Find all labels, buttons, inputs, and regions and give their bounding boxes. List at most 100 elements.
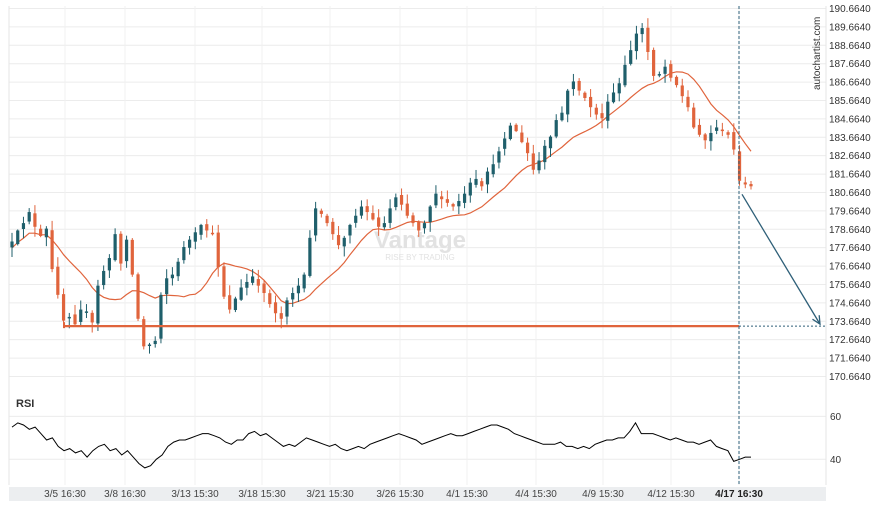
y-tick-label: 172.6640: [829, 335, 871, 346]
rsi-line: [11, 421, 751, 469]
candle-body: [588, 96, 593, 108]
candle-body: [371, 213, 375, 220]
candle-body: [193, 232, 197, 242]
candle-body: [674, 76, 679, 86]
candle-body: [606, 101, 610, 121]
candle-body: [451, 204, 455, 207]
candle-body: [474, 178, 478, 185]
candle-body: [583, 92, 587, 98]
candle-body: [325, 215, 329, 224]
y-tick-label: 182.6640: [829, 151, 871, 162]
candle-body: [273, 302, 278, 314]
x-tick-label: 4/4 15:30: [515, 489, 557, 500]
candle-body: [165, 278, 169, 295]
candle-body: [657, 74, 661, 76]
y-tick-label: 185.6640: [829, 96, 871, 107]
candle-body: [119, 233, 123, 264]
candle-body: [422, 223, 427, 229]
y-tick-label: 188.6640: [829, 41, 871, 52]
candle-body: [90, 312, 94, 323]
y-tick-label: 186.6640: [829, 78, 871, 89]
candle-body: [457, 201, 461, 207]
brand-label: autochartist.com: [812, 17, 823, 90]
candle-body: [634, 33, 639, 52]
candle-body: [715, 127, 719, 131]
candle-body: [130, 239, 134, 275]
candle-body: [67, 316, 71, 319]
x-tick-label: 4/1 15:30: [446, 489, 488, 500]
y-tick-label: 178.6640: [829, 225, 871, 236]
candle-body: [336, 235, 341, 246]
candle-body: [732, 132, 736, 150]
x-tick-label: 3/13 15:30: [171, 489, 219, 500]
candle-body: [153, 340, 157, 345]
candle-body: [537, 160, 541, 171]
y-tick-label: 173.6640: [829, 317, 871, 328]
y-tick-label: 181.6640: [829, 170, 871, 181]
candle-body: [600, 113, 604, 119]
candle-body: [308, 237, 312, 276]
candle-body: [251, 276, 255, 283]
candle-body: [652, 49, 656, 76]
y-tick-label: 171.6640: [829, 354, 871, 365]
candle-body: [279, 313, 283, 319]
candle-body: [262, 283, 266, 294]
forecast-arrow-line: [741, 193, 821, 325]
candle-body: [73, 314, 77, 325]
candle-body: [646, 27, 650, 52]
candle-body: [50, 230, 54, 270]
candle-body: [102, 270, 106, 286]
y-tick-label: 187.6640: [829, 59, 871, 70]
candle-body: [239, 287, 243, 300]
candle-body: [268, 293, 272, 305]
candle-body: [669, 64, 673, 78]
candle-body: [394, 197, 398, 208]
y-tick-label: 175.6640: [829, 280, 871, 291]
candle-body: [720, 129, 724, 132]
candle-body: [210, 232, 215, 235]
rsi-panel: RSI: [11, 398, 751, 469]
candle-body: [726, 132, 730, 135]
candle-body: [417, 221, 421, 231]
candle-body: [205, 224, 209, 231]
candle-body: [577, 80, 581, 91]
candle-body: [182, 247, 186, 261]
candle-body: [314, 208, 318, 236]
candle-body: [749, 184, 753, 187]
candle-body: [331, 221, 335, 235]
candle-body: [142, 319, 146, 347]
candle-body: [405, 203, 409, 216]
candle-body: [543, 145, 547, 163]
candle-body: [514, 124, 518, 132]
rsi-title: RSI: [16, 398, 34, 410]
candle-body: [709, 132, 713, 142]
candle-body: [199, 224, 203, 235]
x-tick-label: 4/9 15:30: [582, 489, 624, 500]
candle-body: [222, 266, 226, 297]
candle-body: [245, 281, 249, 288]
candle-body: [382, 223, 386, 228]
candle-body: [388, 208, 392, 223]
candle-body: [61, 294, 66, 321]
candle-body: [159, 294, 163, 339]
candle-body: [113, 234, 117, 261]
x-tick-label: 3/21 15:30: [306, 489, 354, 500]
candle-body: [571, 81, 576, 90]
candle-body: [480, 181, 484, 187]
candle-body: [434, 193, 438, 206]
candle-body: [233, 298, 238, 311]
x-tick-label: 3/8 16:30: [104, 489, 146, 500]
candle-body: [96, 285, 100, 324]
rsi-tick-label: 40: [830, 455, 842, 466]
candle-body: [594, 107, 598, 115]
candle-body: [525, 142, 530, 154]
rsi-tick-label: 60: [830, 412, 842, 423]
candle-body: [136, 274, 140, 319]
candle-body: [107, 258, 111, 271]
candle-body: [296, 285, 301, 294]
x-axis: 3/5 16:30 3/8 16:30 3/13 15:30 3/18 15:30 3/…: [44, 489, 763, 500]
candle-body: [170, 274, 175, 279]
x-tick-label: 4/17 16:30: [715, 489, 763, 500]
candle-body: [491, 164, 495, 175]
candle-body: [187, 239, 192, 248]
